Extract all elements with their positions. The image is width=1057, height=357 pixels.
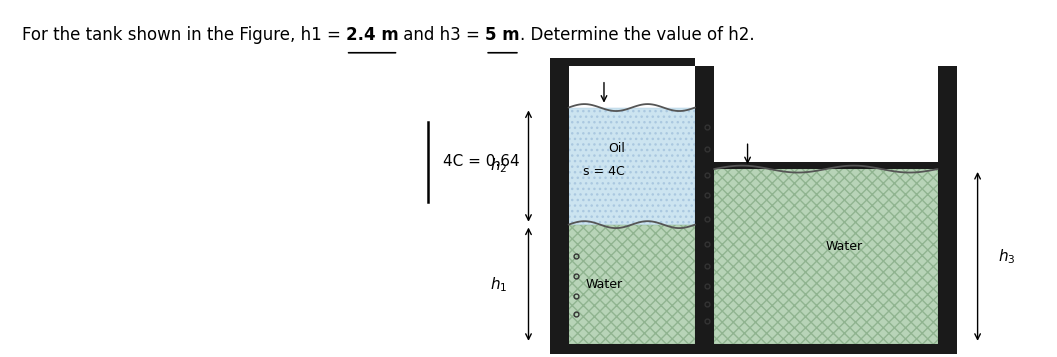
Text: Water: Water [826, 240, 863, 253]
Text: s = 4C: s = 4C [583, 165, 625, 177]
Text: For the tank shown in the Figure, h1 =: For the tank shown in the Figure, h1 = [22, 26, 347, 44]
Bar [550, 344, 957, 354]
Bar [696, 66, 715, 344]
Text: . Determine the value of h2.: . Determine the value of h2. [520, 26, 755, 44]
Bar [550, 66, 569, 344]
Text: Water: Water [586, 278, 623, 291]
Text: 2.4 m: 2.4 m [346, 26, 398, 44]
Bar [715, 162, 957, 169]
Bar [569, 107, 696, 225]
Bar [550, 58, 696, 66]
Bar [715, 169, 938, 344]
Text: 5 m: 5 m [485, 26, 520, 44]
Text: h$_1$: h$_1$ [490, 275, 507, 293]
Bar [938, 66, 957, 344]
Text: h$_2$: h$_2$ [490, 157, 507, 175]
Text: h$_3$: h$_3$ [998, 247, 1016, 266]
Bar [569, 225, 696, 344]
Text: 4C = 0.64: 4C = 0.64 [443, 154, 519, 169]
Text: Oil: Oil [608, 142, 625, 155]
Text: and h3 =: and h3 = [398, 26, 485, 44]
